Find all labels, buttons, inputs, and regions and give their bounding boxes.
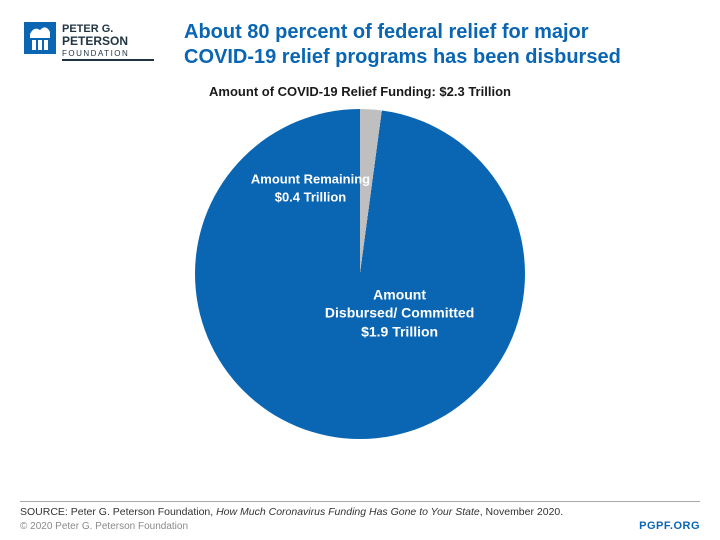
slice-label-disbursed: AmountDisbursed/ Committed$1.9 Trillion xyxy=(325,285,474,342)
source-title: How Much Coronavirus Funding Has Gone to… xyxy=(216,506,480,518)
site-link[interactable]: PGPF.ORG xyxy=(639,520,700,532)
pie-chart: Amount Remaining$0.4 Trillion AmountDisbu… xyxy=(195,109,525,439)
header: PETER G. PETERSON FOUNDATION About 80 pe… xyxy=(0,0,720,70)
slice-label-remaining: Amount Remaining$0.4 Trillion xyxy=(251,171,370,206)
chart-container: Amount Remaining$0.4 Trillion AmountDisbu… xyxy=(0,109,720,439)
pgpf-logo: PETER G. PETERSON FOUNDATION xyxy=(24,20,164,69)
footer: SOURCE: Peter G. Peterson Foundation, Ho… xyxy=(0,501,720,540)
footer-rule xyxy=(20,501,700,502)
source-suffix: , November 2020. xyxy=(480,506,563,518)
copyright: © 2020 Peter G. Peterson Foundation xyxy=(20,521,188,532)
source-prefix: SOURCE: Peter G. Peterson Foundation, xyxy=(20,506,216,518)
source-line: SOURCE: Peter G. Peterson Foundation, Ho… xyxy=(20,506,700,518)
logo-text-3: FOUNDATION xyxy=(62,49,129,58)
logo-text-2: PETERSON xyxy=(62,34,128,48)
headline: About 80 percent of federal relief for m… xyxy=(184,20,664,70)
chart-subhead: Amount of COVID-19 Relief Funding: $2.3 … xyxy=(0,84,720,99)
